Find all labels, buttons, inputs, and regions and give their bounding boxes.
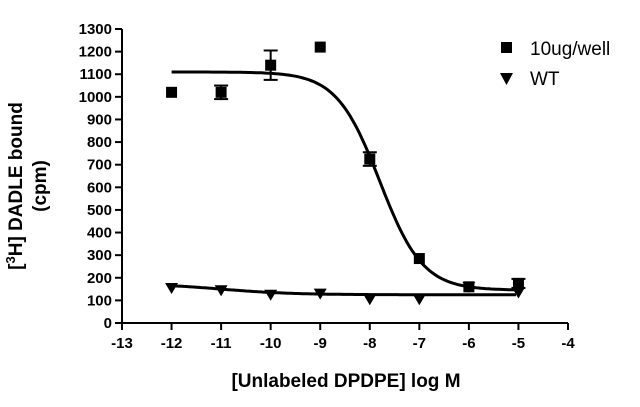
y-tick-label: 400 [87, 225, 112, 242]
fit-curve-10ug-well [171, 70, 516, 292]
x-axis-label: [Unlabeled DPDPE] log M [231, 371, 460, 392]
y-tick-label: 1100 [79, 66, 112, 83]
y-tick-label: 200 [87, 270, 112, 287]
data-point-10ug-well [413, 253, 425, 265]
data-point-wt [313, 288, 327, 300]
y-tick-label: 500 [87, 202, 112, 219]
x-tick-label: -9 [314, 335, 327, 352]
x-tick-label: -7 [413, 335, 426, 352]
data-point-10ug-well [166, 86, 178, 98]
fit-curves [171, 70, 516, 297]
data-point-wt [412, 294, 426, 306]
x-tick-label: -4 [561, 335, 575, 352]
y-tick-label: 1000 [79, 89, 112, 106]
x-tick-label: -11 [211, 335, 232, 352]
y-tick-label: 800 [87, 134, 112, 151]
y-tick-label: 1200 [79, 44, 112, 61]
legend-label-wt: WT [530, 69, 560, 90]
y-tick-label: 600 [87, 179, 112, 196]
data-point-wt [214, 285, 228, 297]
data-point-wt [264, 289, 278, 301]
x-ticks: -13 -12 -11 -10 -9 -8 -7 -6 -5 -4 [111, 323, 575, 352]
data-points [165, 41, 525, 306]
y-axis-label-line1: [3H] DADLE bound [3, 102, 27, 270]
x-tick-label: -13 [111, 335, 133, 352]
x-tick-label: -5 [512, 335, 525, 352]
data-point-10ug-well [314, 41, 326, 53]
data-point-10ug-well [364, 153, 376, 165]
legend-marker-square [501, 42, 512, 53]
y-axis-label-line2: (cpm) [30, 160, 51, 212]
y-tick-label: 700 [87, 157, 112, 174]
y-tick-label: 300 [87, 247, 112, 264]
x-tick-label: -8 [363, 335, 376, 352]
axes [121, 29, 568, 324]
x-tick-label: -12 [161, 335, 183, 352]
y-tick-label: 100 [87, 292, 112, 309]
error-bars [214, 49, 526, 289]
legend: 10ug/well WT [500, 39, 610, 90]
data-point-wt [511, 287, 525, 299]
y-tick-label: 0 [104, 315, 112, 332]
y-axis-label: [3H] DADLE bound (cpm) [3, 102, 51, 270]
data-point-10ug-well [512, 277, 524, 289]
legend-label-10ug-well: 10ug/well [530, 39, 610, 60]
data-point-wt [462, 281, 476, 293]
data-point-10ug-well [265, 59, 277, 71]
data-point-wt [363, 294, 377, 306]
data-point-wt [165, 282, 179, 294]
data-point-10ug-well [215, 86, 227, 98]
x-tick-label: -10 [260, 335, 282, 352]
fit-curve-wt [171, 284, 516, 297]
y-ticks: 0 100 200 300 400 500 600 700 800 900 1000 1100 1200… [79, 21, 122, 332]
x-tick-label: -6 [462, 335, 475, 352]
y-tick-label: 1300 [79, 21, 112, 38]
y-tick-label: 900 [87, 111, 112, 128]
legend-marker-triangle [500, 73, 513, 85]
